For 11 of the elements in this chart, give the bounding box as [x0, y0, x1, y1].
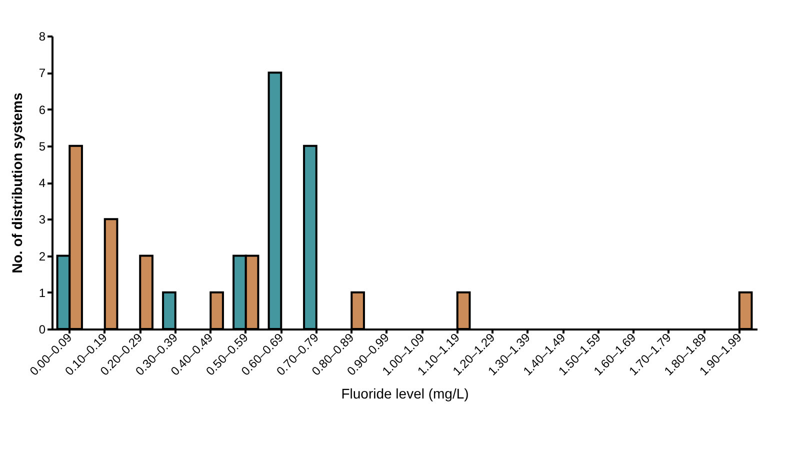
y-tick-label: 2 [38, 249, 46, 264]
y-tick-label: 6 [38, 102, 46, 117]
y-tick-label: 5 [38, 139, 46, 154]
y-tick-label: 7 [38, 66, 46, 80]
y-tick-label: 4 [38, 176, 46, 190]
y-tick-label: 8 [38, 30, 46, 44]
y-tick-label: 0 [38, 322, 46, 336]
y-tick-label: 3 [38, 212, 46, 227]
y-axis-title: No. of distribution systems [8, 92, 25, 274]
x-axis-title: Fluoride level (mg/L) [341, 385, 469, 402]
y-tick-label: 1 [38, 286, 46, 300]
